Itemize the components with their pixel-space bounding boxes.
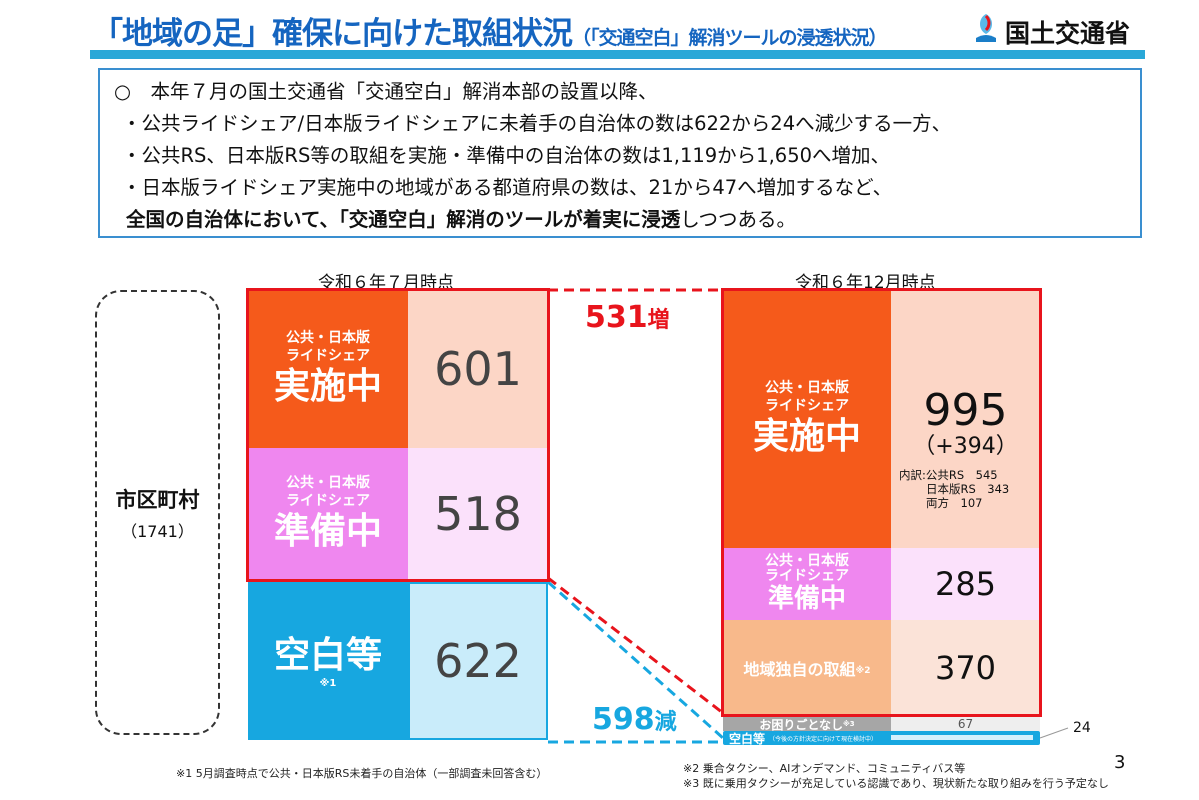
- dec-local-label: 地域独自の取組 ※2: [723, 620, 891, 715]
- label-small: 公共・日本版 ライドシェア: [286, 475, 370, 509]
- dec-blank-row: 空白等 （今後の方針決定に向けて現在検討中）: [723, 731, 1040, 746]
- summary-line: ・公共ライドシェア/日本版ライドシェアに未着手の自治体の数は622から24へ減少…: [122, 112, 952, 135]
- title-divider: [90, 50, 1145, 59]
- dec-preparing-label: 公共・日本版 ライドシェア 準備中: [723, 548, 891, 620]
- summary-line: ・公共RS、日本版RS等の取組を実施・準備中の自治体の数は1,119から1,65…: [122, 144, 891, 167]
- label-note: ※3: [842, 720, 855, 728]
- label-main: 準備中: [273, 511, 382, 552]
- summary-conclusion: 全国の自治体において、「交通空白」解消のツールが着実に浸透しつつある。: [114, 204, 1126, 236]
- page-title: 「地域の足」確保に向けた取組状況（「交通空白」解消ツールの浸透状況）: [92, 8, 888, 53]
- increase-suffix: 増: [647, 308, 670, 333]
- decrease-top-line: [547, 580, 724, 740]
- label-main: 空白等: [273, 634, 382, 676]
- july-implementing-label: 公共・日本版 ライドシェア 実施中: [248, 290, 408, 448]
- dec-implementing-value: 995 （+394） 内訳:公共RS 545 日本版RS 343 両方 107: [891, 290, 1040, 548]
- summary-line: ・日本版ライドシェア実施中の地域がある都道府県の数は、21から47へ増加するなど…: [122, 176, 893, 199]
- blank-bar: [891, 735, 1033, 740]
- decrease-suffix: 減: [654, 710, 677, 735]
- value: 285: [934, 565, 997, 603]
- breakdown: 内訳:公共RS 545 日本版RS 343 両方 107: [899, 468, 1040, 510]
- value: 601: [434, 342, 522, 396]
- label-main: 準備中: [767, 584, 846, 614]
- footnote-2: ※2 乗合タクシー、AIオンデマンド、コミュニティバス等: [683, 762, 966, 775]
- ministry-logo-icon: [976, 14, 996, 42]
- municipalities-label: 市区町村: [115, 487, 200, 512]
- footnote-1: ※1 5月調査時点で公共・日本版RS未着手の自治体（一部調査未回答含む）: [176, 767, 548, 780]
- july-preparing-label: 公共・日本版 ライドシェア 準備中: [248, 448, 408, 580]
- conclusion-bold: 全国の自治体において、「交通空白」解消のツールが着実に浸透: [126, 208, 681, 231]
- title-main: 「地域の足」確保に向けた取組状況: [92, 16, 573, 52]
- footnote-3: ※3 既に乗用タクシーが充足している認識であり、現状新たな取り組みを行う予定なし: [683, 777, 1109, 790]
- value: 370: [934, 648, 997, 687]
- label-small: 公共・日本版 ライドシェア: [765, 380, 849, 414]
- label-main: 地域独自の取組: [743, 659, 856, 679]
- label-note: ※1: [319, 677, 337, 689]
- decrease-value: 598: [592, 702, 655, 737]
- dec-preparing-value: 285: [891, 548, 1040, 620]
- value: 518: [434, 487, 522, 541]
- july-blank-value: 622: [408, 582, 548, 740]
- decrease-label: 598減: [592, 702, 677, 737]
- page-number: 3: [1114, 752, 1126, 773]
- july-active-outline: [246, 288, 550, 582]
- value: 995: [923, 385, 1008, 436]
- label-note: （今後の方針決定に向けて現在検討中）: [769, 735, 878, 743]
- label-main: 実施中: [752, 416, 861, 457]
- title-sub: （「交通空白」解消ツールの浸透状況）: [572, 27, 888, 49]
- label-main: 空白等: [729, 731, 766, 746]
- label-main: 実施中: [273, 366, 382, 407]
- summary-line: ○ 本年７月の国土交通省「交通空白」解消本部の設置以降、: [114, 80, 658, 103]
- increase-label: 531増: [585, 300, 670, 335]
- july-implementing-value: 601: [408, 290, 548, 448]
- breakdown-both: 両方 107: [926, 496, 983, 510]
- increase-bottom-line: [547, 576, 724, 715]
- dec-no-trouble-label: お困りごとなし ※3: [723, 717, 891, 732]
- delta: （+394）: [913, 434, 1018, 459]
- breakdown-japan: 日本版RS 343: [926, 482, 1010, 496]
- increase-value: 531: [585, 300, 648, 335]
- breakdown-public: 内訳:公共RS 545: [899, 468, 998, 482]
- dec-no-trouble-value: 67: [891, 717, 1040, 731]
- value: 67: [957, 717, 974, 731]
- july-preparing-value: 518: [408, 448, 548, 580]
- dec-local-value: 370: [891, 620, 1040, 715]
- summary-box: ○ 本年７月の国土交通省「交通空白」解消本部の設置以降、 ・公共ライドシェア/日…: [98, 68, 1142, 238]
- label-small: 公共・日本版 ライドシェア: [765, 553, 849, 584]
- dec-active-outline: [721, 288, 1042, 717]
- label-small: 公共・日本版 ライドシェア: [286, 330, 370, 364]
- ministry-name: 国土交通省: [1005, 19, 1131, 48]
- value: 622: [434, 634, 522, 688]
- dec-blank-value: 24: [1073, 720, 1091, 736]
- leader-line-24: [1039, 727, 1069, 739]
- municipalities-count: （1741）: [121, 521, 194, 541]
- dec-implementing-label: 公共・日本版 ライドシェア 実施中: [723, 290, 891, 548]
- label-note: ※2: [855, 665, 871, 676]
- july-blank-label: 空白等 ※1: [248, 582, 408, 740]
- municipalities-box: 市区町村 （1741）: [95, 290, 220, 735]
- conclusion-tail: しつつある。: [680, 208, 797, 231]
- label-main: お困りごとなし: [759, 717, 843, 732]
